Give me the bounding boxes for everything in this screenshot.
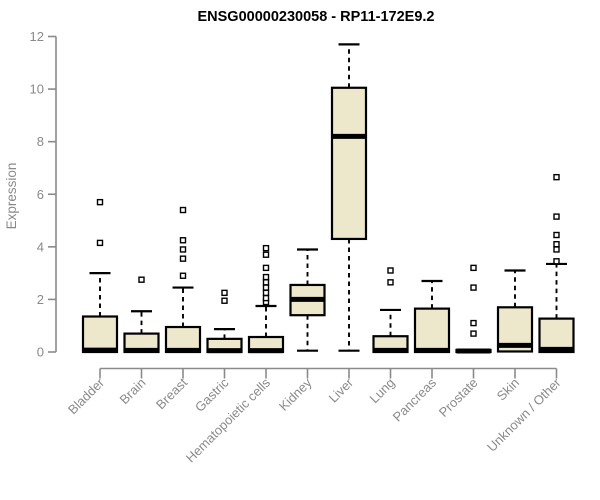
outlier-point bbox=[96, 239, 104, 247]
box-group-kidney bbox=[289, 248, 326, 352]
outlier-point bbox=[470, 319, 477, 327]
outlier-point bbox=[262, 273, 270, 281]
outlier-point bbox=[470, 284, 477, 291]
box-group-gastric bbox=[206, 289, 243, 354]
box-group-lung bbox=[372, 267, 409, 354]
outlier-point bbox=[470, 330, 477, 337]
outlier-point bbox=[553, 241, 560, 248]
y-tick-label: 0 bbox=[37, 345, 44, 360]
box-group-prostate bbox=[455, 264, 492, 354]
iqr-box bbox=[81, 315, 119, 354]
outlier-point bbox=[387, 279, 394, 286]
outlier-point bbox=[553, 173, 560, 181]
outlier-point bbox=[179, 237, 187, 244]
y-tick-label: 12 bbox=[30, 29, 44, 44]
outlier-point bbox=[387, 267, 394, 274]
outlier-point bbox=[262, 244, 270, 252]
outlier-point bbox=[262, 289, 270, 297]
outlier-point bbox=[138, 276, 145, 283]
iqr-box bbox=[330, 86, 368, 241]
iqr-box bbox=[538, 317, 575, 354]
y-tick-label: 6 bbox=[37, 187, 44, 202]
outlier-point bbox=[179, 255, 187, 262]
y-tick-label: 4 bbox=[37, 239, 44, 254]
box-group-breast bbox=[164, 206, 202, 354]
chart-title: ENSG00000230058 - RP11-172E9.2 bbox=[197, 9, 434, 25]
y-tick-label: 2 bbox=[37, 292, 44, 307]
outlier-point bbox=[553, 246, 560, 253]
box-group-hematopoietic-cells bbox=[247, 244, 285, 354]
outlier-point bbox=[470, 264, 477, 272]
outlier-point bbox=[553, 231, 560, 239]
outlier-point bbox=[262, 251, 270, 258]
box-group-liver bbox=[330, 43, 368, 352]
outlier-point bbox=[221, 289, 228, 297]
plot-area bbox=[81, 43, 575, 354]
outlier-point bbox=[262, 279, 270, 286]
outlier-point bbox=[262, 284, 270, 291]
box-group-pancreas bbox=[413, 279, 451, 354]
box-group-brain bbox=[123, 276, 160, 354]
box-group-bladder bbox=[81, 198, 119, 354]
y-axis-title: Expression bbox=[4, 163, 19, 230]
outlier-point bbox=[262, 294, 270, 302]
outlier-point bbox=[179, 246, 187, 253]
box-group-skin bbox=[496, 269, 534, 353]
outlier-point bbox=[221, 297, 228, 304]
outlier-point bbox=[179, 206, 187, 214]
iqr-box bbox=[413, 307, 451, 354]
y-axis: 0 2 4 6 8 10 12 bbox=[30, 29, 57, 360]
outlier-point bbox=[179, 272, 187, 279]
y-tick-label: 8 bbox=[37, 134, 44, 149]
outlier-point bbox=[262, 264, 270, 272]
box-group-unknown-other bbox=[538, 173, 575, 354]
y-tick-label: 10 bbox=[30, 82, 44, 97]
outlier-point bbox=[553, 213, 560, 220]
outlier-point bbox=[96, 198, 104, 206]
outlier-point bbox=[553, 258, 560, 265]
